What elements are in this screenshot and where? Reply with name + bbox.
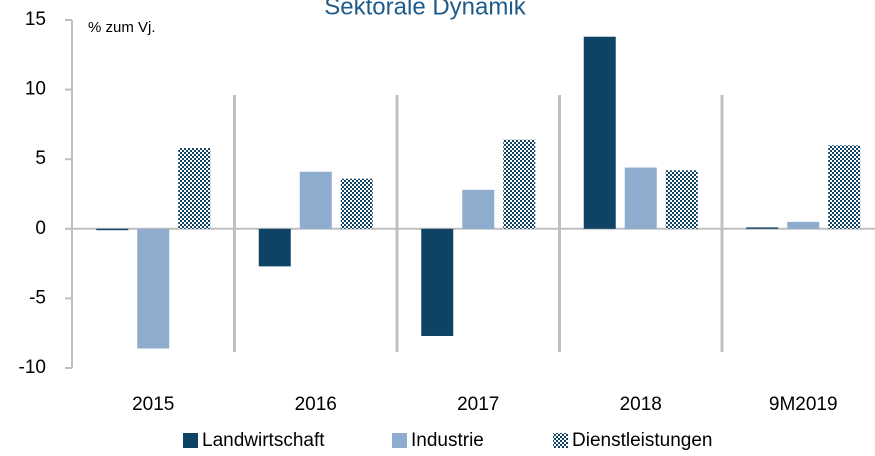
bar (299, 171, 332, 229)
y-tick-label: 10 (25, 79, 46, 100)
y-tick-label: 0 (35, 218, 46, 239)
bar (503, 139, 536, 229)
bar (583, 36, 616, 229)
bar (746, 227, 779, 229)
legend-label: Industrie (411, 430, 484, 451)
x-tick-label: 2015 (132, 394, 174, 415)
legend-swatch (183, 433, 198, 448)
x-tick-label: 9M2019 (769, 394, 838, 415)
bar (137, 228, 170, 349)
y-tick-label: 15 (25, 9, 46, 30)
bar (665, 170, 698, 229)
bar (258, 228, 291, 267)
bar (828, 145, 861, 229)
legend-label: Landwirtschaft (202, 430, 325, 451)
bar (96, 228, 129, 231)
legend-swatch (392, 433, 407, 448)
bar (462, 189, 495, 229)
y-axis-label: % zum Vj. (88, 19, 156, 36)
chart-title: Sektorale Dynamik (324, 0, 526, 20)
x-tick-label: 2016 (295, 394, 337, 415)
x-tick-label: 2017 (457, 394, 499, 415)
bar (624, 167, 657, 229)
bar (178, 148, 211, 229)
y-tick-label: 5 (35, 148, 46, 169)
bar (421, 228, 454, 336)
bar (787, 221, 820, 229)
y-tick-label: -5 (29, 287, 46, 308)
legend-swatch (553, 433, 568, 448)
y-tick-label: -10 (19, 357, 46, 378)
bar (340, 178, 373, 229)
legend-label: Dienstleistungen (572, 430, 712, 451)
x-tick-label: 2018 (620, 394, 662, 415)
